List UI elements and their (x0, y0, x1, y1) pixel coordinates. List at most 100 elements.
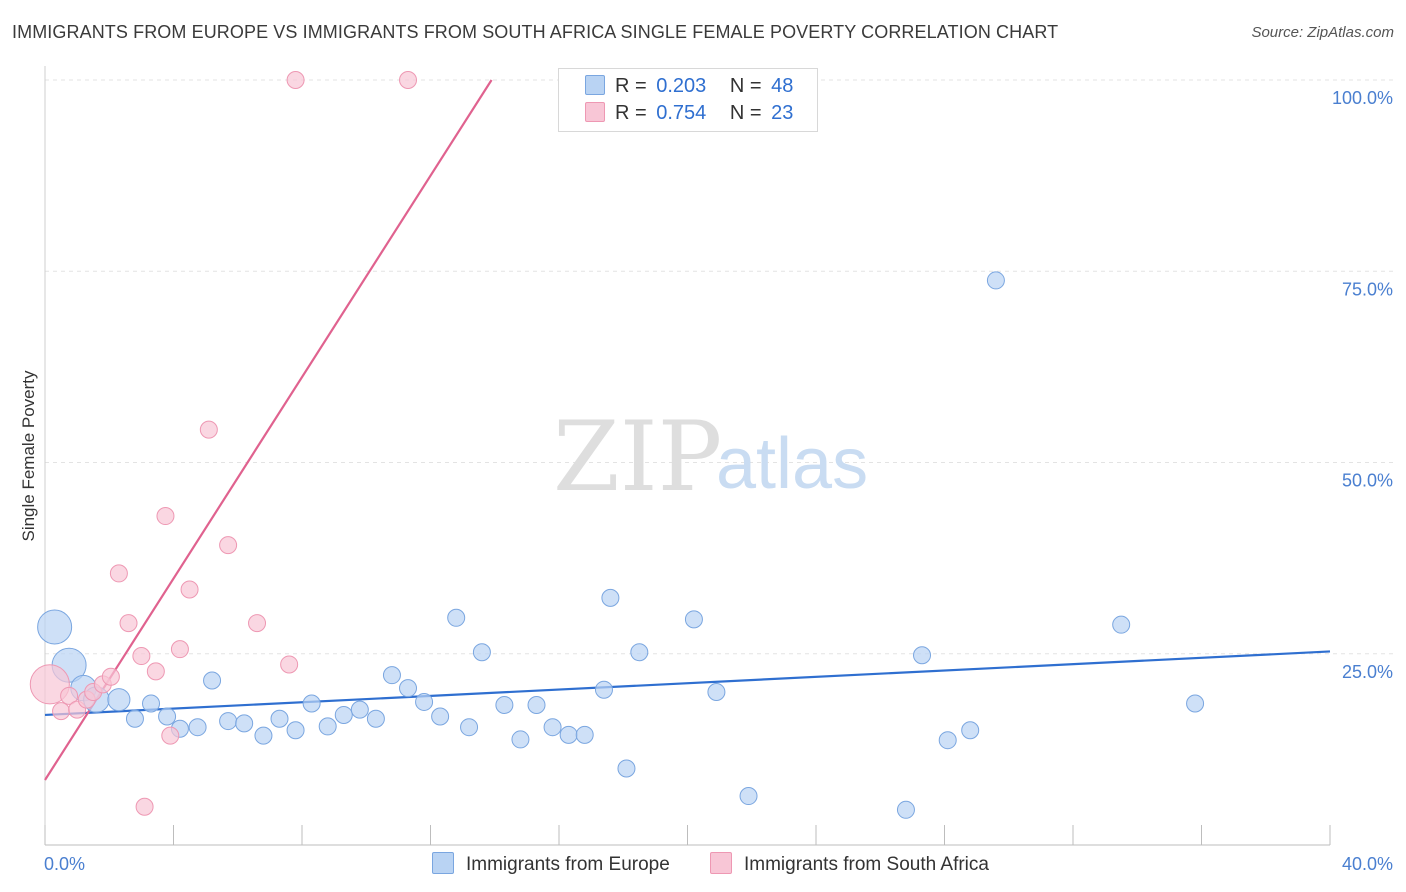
axes (44, 66, 1331, 846)
south-africa-point (52, 702, 71, 721)
south-africa-point (219, 536, 238, 555)
south-africa-point (180, 580, 199, 599)
y-tick-label: 100.0% (1332, 88, 1393, 108)
europe-point (37, 609, 73, 645)
legend-r-label: R = (615, 75, 647, 97)
correlation-legend: R = 0.203 N = 48 R = 0.754 N = 23 (558, 68, 818, 132)
watermark: ZIP atlas (553, 401, 868, 513)
legend-item-europe: Immigrants from Europe (432, 852, 670, 876)
europe-point (601, 588, 620, 607)
data-points (29, 71, 1205, 819)
europe-point (107, 688, 131, 712)
europe-point (366, 709, 385, 728)
europe-point (472, 643, 491, 662)
south-africa-point (280, 655, 299, 674)
europe-point (684, 610, 703, 629)
trend-lines (44, 79, 1331, 781)
south-africa-point (399, 71, 418, 89)
europe-point (617, 759, 636, 778)
south-africa-point (248, 614, 267, 633)
europe-point (286, 721, 305, 740)
europe-point (938, 731, 957, 750)
legend-n-label: N = (729, 75, 762, 97)
europe-point (415, 692, 434, 711)
source-credit: Source: ZipAtlas.com (1251, 24, 1394, 41)
europe-point (203, 671, 222, 690)
south-africa-point (132, 647, 151, 666)
legend-r-value: 0.203 (656, 75, 707, 97)
europe-point (739, 787, 758, 806)
europe-point (142, 694, 161, 713)
south-africa-point (161, 726, 180, 745)
europe-point (543, 718, 562, 737)
europe-point (318, 717, 337, 736)
europe-swatch (432, 852, 454, 874)
tick-labels: 25.0% 50.0% 75.0% 100.0% 0.0% 40.0% (44, 88, 1393, 874)
legend-n-label: N = (729, 102, 762, 124)
legend-label: Immigrants from Europe (466, 854, 670, 875)
europe-point (707, 683, 726, 701)
europe-point (594, 680, 613, 699)
x-tick-label: 0.0% (44, 854, 85, 874)
south-africa-point (156, 507, 175, 526)
europe-point (219, 712, 238, 731)
europe-point (302, 694, 321, 713)
europe-point (235, 714, 254, 733)
south-africa-point (199, 420, 218, 439)
europe-point (961, 721, 980, 740)
legend-r-label: R = (615, 102, 647, 124)
south-africa-point (119, 614, 138, 633)
europe-point (270, 709, 289, 728)
south-africa-trend-line (44, 79, 493, 781)
y-tick-label: 25.0% (1342, 662, 1393, 682)
south-africa-point (109, 564, 128, 583)
chart-title: IMMIGRANTS FROM EUROPE VS IMMIGRANTS FRO… (12, 22, 1059, 42)
south-africa-point (135, 797, 154, 816)
europe-point (334, 705, 353, 724)
europe-point (896, 800, 915, 819)
europe-point (1186, 694, 1205, 713)
europe-point (158, 707, 177, 726)
y-tick-label: 50.0% (1342, 471, 1393, 491)
south-africa-swatch (585, 102, 605, 122)
legend-item-south-africa: Immigrants from South Africa (710, 852, 989, 876)
europe-swatch (585, 75, 605, 95)
watermark-atlas: atlas (716, 424, 868, 504)
south-africa-point (286, 71, 305, 89)
europe-point (350, 700, 369, 719)
legend-row-europe: R = 0.203 N = 48 (585, 75, 793, 99)
europe-point (913, 646, 932, 665)
y-axis-label: Single Female Poverty (19, 370, 38, 542)
europe-point (630, 643, 649, 662)
europe-point (460, 718, 479, 737)
europe-point (447, 608, 466, 627)
europe-point (986, 271, 1005, 290)
europe-point (431, 707, 450, 726)
grid (45, 79, 1395, 655)
europe-trend-line (44, 650, 1331, 717)
europe-point (575, 725, 594, 744)
south-africa-point (60, 686, 79, 705)
europe-point (382, 666, 401, 685)
y-tick-label: 75.0% (1342, 279, 1393, 299)
south-africa-point (101, 667, 120, 686)
legend-label: Immigrants from South Africa (744, 854, 989, 875)
series-legend: Immigrants from Europe Immigrants from S… (0, 852, 1406, 878)
x-tick-label: 40.0% (1342, 854, 1393, 874)
legend-n-value: 23 (771, 102, 794, 124)
south-africa-point (170, 640, 189, 659)
south-africa-swatch (710, 852, 732, 874)
watermark-zip: ZIP (553, 401, 722, 513)
europe-point (188, 718, 207, 737)
europe-point (125, 709, 144, 728)
south-africa-point (146, 662, 165, 681)
europe-point (511, 730, 530, 749)
legend-row-south-africa: R = 0.754 N = 23 (585, 102, 793, 126)
legend-r-value: 0.754 (656, 102, 707, 124)
europe-point (495, 696, 514, 715)
europe-point (527, 696, 546, 715)
europe-point (254, 726, 273, 745)
south-africa-point (29, 664, 70, 705)
europe-point (1112, 615, 1131, 634)
